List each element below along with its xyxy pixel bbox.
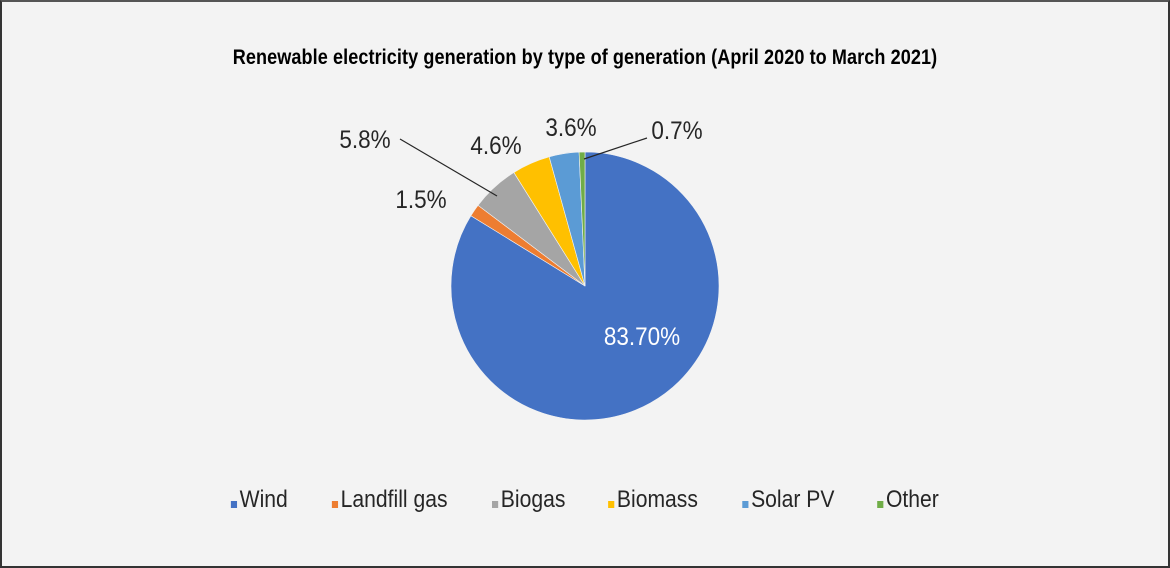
legend-label: Landfill gas [340, 486, 448, 513]
legend-swatch-other [877, 500, 884, 508]
legend-label: Other [886, 486, 939, 513]
legend-label: Wind [239, 486, 288, 513]
legend-swatch-biogas [491, 500, 499, 508]
legend-item-landfill-gas[interactable]: Landfill gas [331, 486, 447, 514]
legend-swatch-landfill-gas [331, 500, 338, 508]
legend-swatch-biomass [608, 500, 615, 508]
legend-swatch-wind [230, 500, 237, 508]
legend-label: Biomass [617, 486, 699, 513]
data-label-wind: 83.70% [604, 323, 680, 351]
data-label-biomass: 4.6% [470, 132, 521, 160]
leader-line-other [583, 137, 648, 160]
legend-label: Biogas [500, 486, 566, 513]
data-label-biogas: 5.8% [339, 126, 390, 154]
legend-item-wind[interactable]: Wind [230, 486, 288, 514]
chart-title: Renewable electricity generation by type… [232, 46, 938, 69]
data-label-other: 0.7% [651, 117, 702, 145]
legend-item-solar-pv[interactable]: Solar PV [742, 486, 835, 514]
data-label-landfill-gas: 1.5% [395, 186, 446, 214]
legend-label: Solar PV [751, 486, 835, 513]
legend-item-biogas[interactable]: Biogas [491, 486, 566, 514]
legend-swatch-solar-pv [742, 500, 749, 508]
legend: Wind Landfill gas Biogas Biomass Solar P… [2, 486, 1168, 514]
leader-line-biogas [399, 138, 498, 197]
legend-item-other[interactable]: Other [877, 486, 939, 514]
pie-slice-other[interactable] [578, 151, 586, 287]
data-label-solar-pv: 3.6% [545, 114, 596, 142]
legend-item-biomass[interactable]: Biomass [608, 486, 698, 514]
